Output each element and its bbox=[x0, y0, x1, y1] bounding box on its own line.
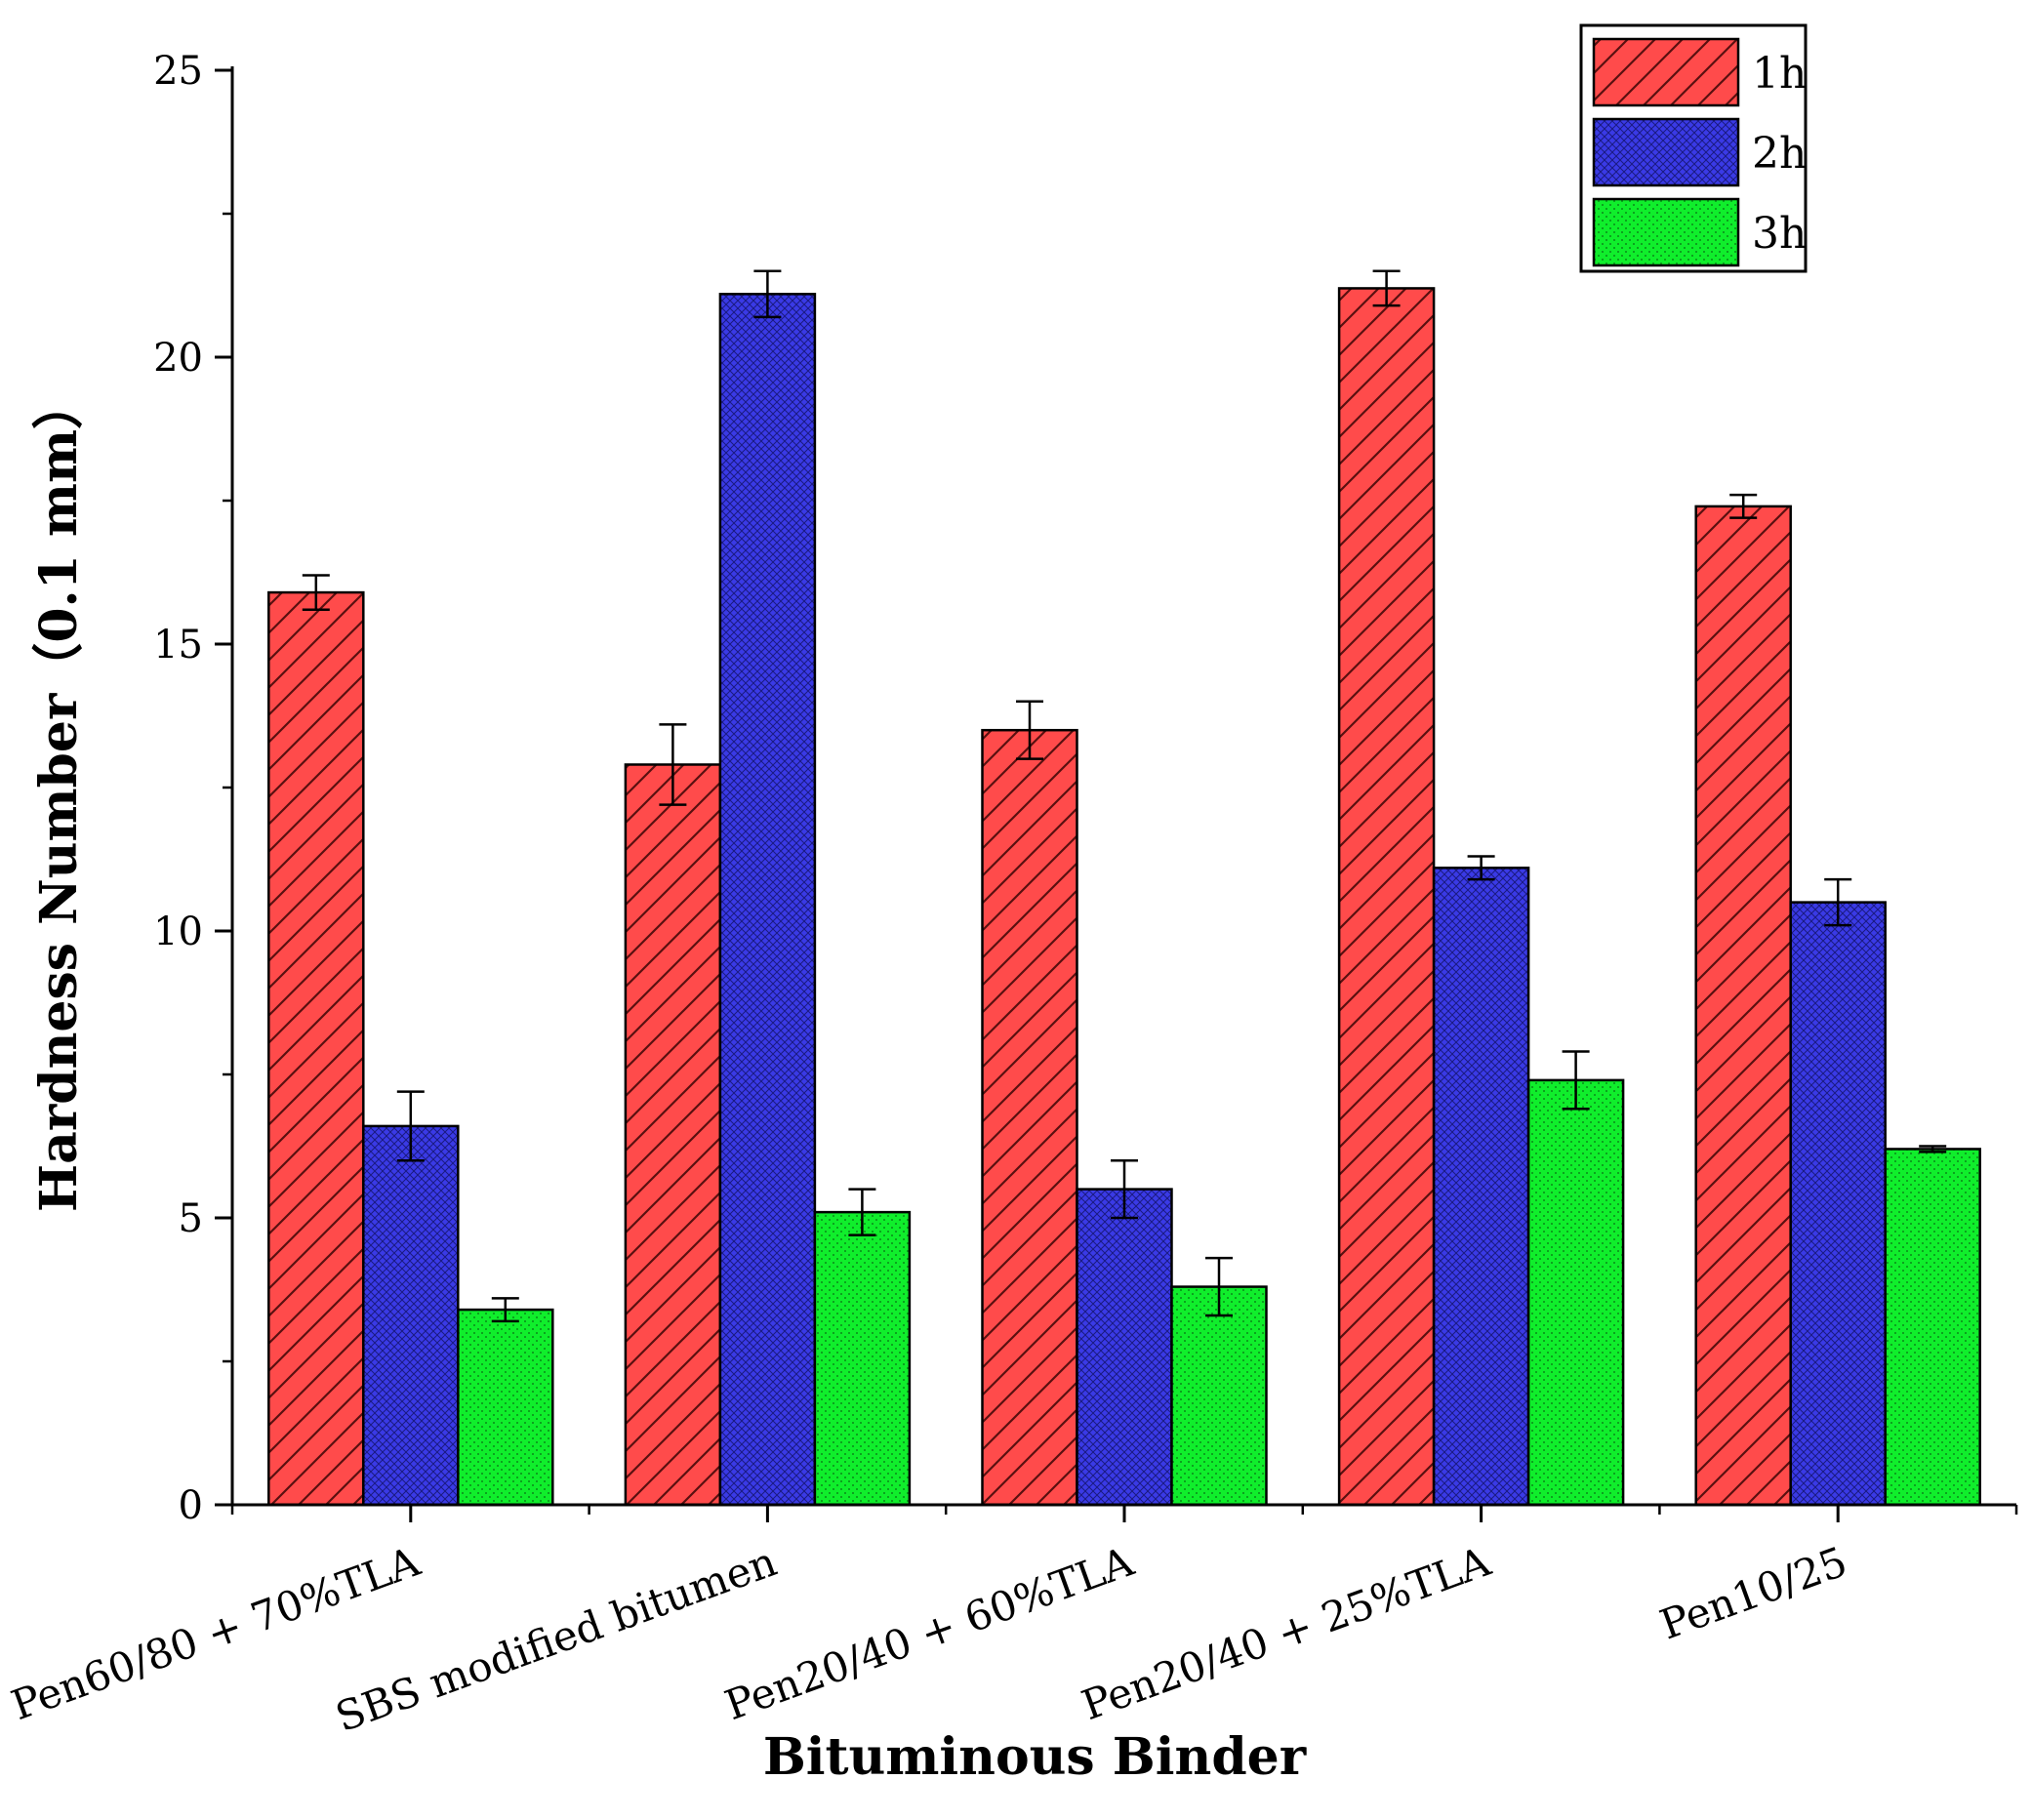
error-bar-1h-0 bbox=[302, 574, 330, 611]
y-tick-label: 15 bbox=[153, 623, 203, 667]
legend-swatch bbox=[1592, 117, 1740, 187]
error-bar-2h-0 bbox=[396, 1090, 425, 1162]
legend: 1h 2h 3h bbox=[1579, 23, 1808, 273]
error-bar-1h-2 bbox=[1016, 700, 1043, 760]
bar-3h-4 bbox=[1884, 1148, 1981, 1507]
bar-2h-4 bbox=[1789, 901, 1887, 1507]
bar-2h-3 bbox=[1432, 867, 1530, 1507]
x-tick-label: Pen20/40 + 25%TLA bbox=[1076, 1537, 1497, 1729]
bar-1h-4 bbox=[1694, 505, 1792, 1507]
error-bar-2h-2 bbox=[1111, 1158, 1138, 1220]
error-bar-3h-0 bbox=[491, 1297, 519, 1323]
y-axis-title: Hardness Number（0.1 mm） bbox=[29, 379, 89, 1212]
legend-swatch bbox=[1592, 37, 1740, 107]
x-tick-label: Pen20/40 + 60%TLA bbox=[718, 1537, 1140, 1729]
legend-item-1h: 1h bbox=[1592, 37, 1807, 107]
legend-item-2h: 2h bbox=[1592, 117, 1807, 187]
error-bar-3h-2 bbox=[1205, 1256, 1233, 1317]
bar-3h-0 bbox=[457, 1308, 554, 1507]
x-tick-label: Pen10/25 bbox=[1654, 1537, 1853, 1648]
legend-label: 1h bbox=[1752, 49, 1807, 99]
legend-item-3h: 3h bbox=[1592, 197, 1807, 267]
y-tick-label: 5 bbox=[179, 1196, 203, 1241]
error-bar-2h-1 bbox=[753, 269, 782, 319]
error-bar-2h-3 bbox=[1467, 855, 1495, 881]
bar-2h-0 bbox=[362, 1124, 460, 1507]
error-bar-3h-4 bbox=[1919, 1145, 1947, 1153]
legend-label: 2h bbox=[1752, 129, 1807, 179]
bar-3h-1 bbox=[813, 1210, 912, 1507]
error-bar-3h-3 bbox=[1562, 1050, 1590, 1111]
bar-1h-1 bbox=[624, 763, 722, 1507]
error-bar-1h-1 bbox=[659, 723, 687, 806]
bar-1h-3 bbox=[1337, 287, 1436, 1507]
error-bar-3h-1 bbox=[848, 1188, 876, 1236]
error-bars-layer bbox=[302, 269, 1947, 1323]
bar-2h-2 bbox=[1076, 1188, 1173, 1507]
error-bar-2h-4 bbox=[1824, 877, 1852, 927]
x-axis-title: Bituminous Binder bbox=[763, 1727, 1307, 1787]
y-tick-label: 25 bbox=[153, 49, 203, 94]
legend-label: 3h bbox=[1752, 209, 1807, 259]
bar-3h-3 bbox=[1526, 1078, 1625, 1507]
bar-2h-1 bbox=[718, 293, 817, 1507]
error-bar-1h-4 bbox=[1729, 493, 1758, 519]
legend-swatch bbox=[1592, 197, 1740, 267]
bar-1h-0 bbox=[267, 590, 365, 1507]
error-bar-1h-3 bbox=[1372, 269, 1401, 307]
bars-layer bbox=[267, 287, 1981, 1507]
bar-1h-2 bbox=[981, 728, 1078, 1507]
y-tick-label: 10 bbox=[153, 910, 203, 954]
bar-3h-2 bbox=[1170, 1285, 1268, 1507]
y-tick-label: 0 bbox=[179, 1483, 203, 1528]
y-tick-label: 20 bbox=[153, 336, 203, 381]
